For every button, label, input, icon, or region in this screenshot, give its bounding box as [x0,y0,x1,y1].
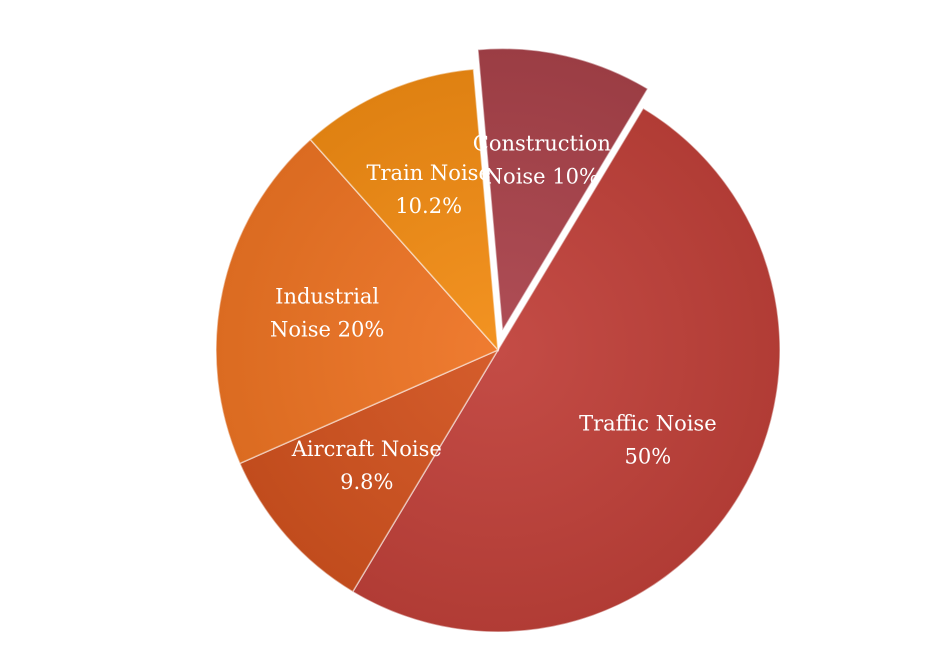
slice-label-line: Traffic Noise [579,412,717,436]
slice-label-5: Train Noise 10.2% [366,161,490,218]
pie-slice-2 [351,107,781,633]
slice-label-line: Noise 10% [485,165,599,189]
slice-label-line: 50% [625,445,672,469]
slice-label-line: Industrial [275,284,379,308]
slice-label-2: Traffic Noise 50% [579,412,717,469]
slice-label-4: Industrial Noise 20% [270,284,384,341]
slice-label-line: 9.8% [340,470,393,494]
slice-label-1: Construction Noise 10% [473,132,611,189]
slice-label-line: Aircraft Noise [291,437,442,461]
pie-slice-3 [238,348,500,593]
slice-label-line: Construction [473,132,611,156]
pie-slice-1 [477,47,649,333]
pie-slice-5 [309,68,499,353]
pie-slice-4 [215,138,500,465]
labels-layer: Construction Noise 10% Traffic Noise 50% Air… [270,132,717,494]
slice-label-3: Aircraft Noise 9.8% [291,437,442,494]
slice-label-line: Train Noise [366,161,490,185]
slices-layer [215,47,781,633]
slice-label-line: Noise 20% [270,317,384,341]
slice-label-line: 10.2% [395,194,462,218]
